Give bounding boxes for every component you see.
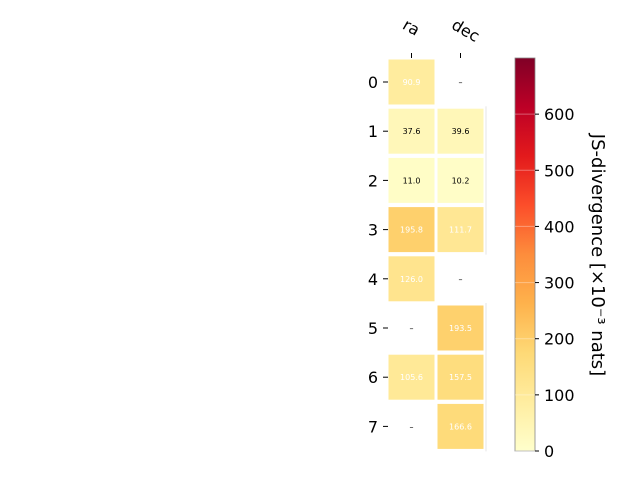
colorbar-tick-label: 400 [544, 217, 575, 236]
row-tick-label: 6 [368, 368, 378, 387]
cell-missing-label: – [410, 324, 414, 333]
column-tick-label: ra [400, 15, 424, 40]
row-tick-label: 1 [368, 122, 378, 141]
row-tick-label: 3 [368, 221, 378, 240]
cell-missing-label: – [410, 422, 414, 431]
row-tick-label: 5 [368, 319, 378, 338]
colorbar-tick-label: 100 [544, 386, 575, 405]
cell-value-label: 37.6 [403, 127, 421, 136]
heatmap-cell [436, 156, 485, 204]
heatmap-cells: 90.9 – 37.6 39.6 11.0 10.2 195.8 111.7 126.0 – – 19… [387, 58, 487, 452]
colorbar-tick-label: 200 [544, 330, 575, 349]
row-tick-label: 4 [368, 270, 378, 289]
cell-value-label: 105.6 [400, 373, 423, 382]
row-tick-labels: 0 1 2 3 4 5 6 7 [368, 73, 388, 436]
colorbar: 0 100 200 300 400 500 600 JS-divergence [×10⁻³… [514, 57, 608, 461]
heatmap-cell [436, 107, 485, 155]
cell-value-label: 10.2 [452, 176, 470, 185]
cell-value-label: 126.0 [400, 275, 423, 284]
heatmap-cell [387, 353, 436, 401]
heatmap-cell [387, 156, 436, 204]
heatmap-cell [436, 402, 485, 450]
cell-value-label: 11.0 [403, 176, 421, 185]
row-tick-label: 2 [368, 171, 378, 190]
cell-value-label: 39.6 [452, 127, 470, 136]
colorbar-tick-label: 500 [544, 161, 575, 180]
heatmap-cell [387, 107, 436, 155]
cell-value-label: 90.9 [403, 78, 421, 87]
heatmap-cell [436, 353, 485, 401]
cell-value-label: 195.8 [400, 226, 423, 235]
colorbar-tick-label: 600 [544, 105, 575, 124]
heatmap-cell [436, 206, 485, 254]
cell-value-label: 166.6 [449, 422, 472, 431]
cell-value-label: 157.5 [449, 373, 472, 382]
cell-value-label: 193.5 [449, 324, 472, 333]
column-tick-labels: ra dec [400, 15, 483, 58]
cell-missing-label: – [459, 275, 463, 284]
row-tick-label: 7 [368, 417, 378, 436]
row-tick-label: 0 [368, 73, 378, 92]
column-tick-label: dec [449, 15, 483, 46]
colorbar-gradient [514, 57, 536, 452]
cell-missing-label: – [459, 78, 463, 87]
cell-value-label: 111.7 [449, 226, 472, 235]
colorbar-tick-label: 300 [544, 274, 575, 293]
colorbar-ticks: 0 100 200 300 400 500 600 [515, 105, 575, 461]
colorbar-label: JS-divergence [×10⁻³ nats] [587, 133, 608, 376]
heatmap-cell [387, 58, 436, 106]
colorbar-tick-label: 0 [544, 442, 554, 461]
heatmap-cell [436, 304, 485, 352]
